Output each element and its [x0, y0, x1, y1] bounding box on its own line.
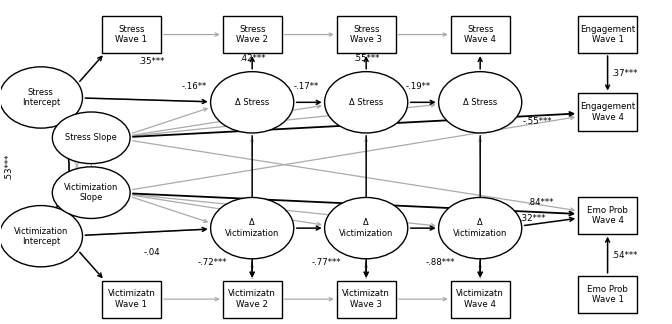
Ellipse shape — [52, 167, 130, 218]
Text: Victimization
Intercept: Victimization Intercept — [13, 226, 68, 246]
Text: -.72***: -.72*** — [197, 258, 226, 267]
Text: Victimization
Slope: Victimization Slope — [64, 183, 118, 202]
Text: Stress
Wave 4: Stress Wave 4 — [464, 25, 496, 44]
Text: .32***: .32*** — [519, 214, 545, 223]
Ellipse shape — [0, 205, 83, 267]
Ellipse shape — [210, 198, 294, 259]
FancyBboxPatch shape — [451, 281, 509, 318]
Text: .55***: .55*** — [353, 54, 380, 63]
Text: Stress
Wave 2: Stress Wave 2 — [236, 25, 268, 44]
FancyBboxPatch shape — [337, 281, 396, 318]
Ellipse shape — [325, 198, 408, 259]
FancyBboxPatch shape — [578, 93, 637, 131]
FancyBboxPatch shape — [578, 16, 637, 53]
FancyBboxPatch shape — [102, 281, 161, 318]
Text: Victimizatn
Wave 3: Victimizatn Wave 3 — [342, 289, 390, 309]
Text: -.17**: -.17** — [293, 82, 319, 91]
Text: -.19**: -.19** — [405, 82, 430, 91]
Text: Δ Stress: Δ Stress — [463, 98, 497, 107]
Text: Δ Stress: Δ Stress — [349, 98, 383, 107]
Text: .53***: .53*** — [4, 154, 13, 180]
Text: .37***: .37*** — [611, 69, 638, 78]
Text: Stress Slope: Stress Slope — [65, 133, 117, 142]
FancyBboxPatch shape — [337, 16, 396, 53]
FancyBboxPatch shape — [222, 281, 282, 318]
Text: Stress
Wave 3: Stress Wave 3 — [350, 25, 382, 44]
Text: Emo Prob
Wave 1: Emo Prob Wave 1 — [587, 284, 628, 304]
Text: Δ
Victimization: Δ Victimization — [453, 218, 507, 238]
FancyBboxPatch shape — [102, 16, 161, 53]
Text: Δ
Victimization: Δ Victimization — [225, 218, 280, 238]
Ellipse shape — [0, 67, 83, 128]
Text: Emo Prob
Wave 4: Emo Prob Wave 4 — [587, 205, 628, 225]
Text: Victimizatn
Wave 2: Victimizatn Wave 2 — [228, 289, 276, 309]
Text: .42***: .42*** — [239, 54, 265, 63]
Text: .84***: .84*** — [528, 198, 554, 207]
FancyBboxPatch shape — [578, 276, 637, 313]
Text: Stress
Wave 1: Stress Wave 1 — [116, 25, 147, 44]
Ellipse shape — [439, 198, 521, 259]
Ellipse shape — [439, 72, 521, 133]
FancyBboxPatch shape — [578, 197, 637, 234]
Text: -.16**: -.16** — [181, 82, 206, 91]
FancyBboxPatch shape — [222, 16, 282, 53]
Text: Victimizatn
Wave 1: Victimizatn Wave 1 — [108, 289, 155, 309]
Text: -.88***: -.88*** — [425, 258, 455, 267]
Text: .35***: .35*** — [138, 57, 165, 66]
Text: Stress
Intercept: Stress Intercept — [22, 88, 60, 107]
Ellipse shape — [52, 112, 130, 164]
FancyBboxPatch shape — [451, 16, 509, 53]
Text: Engagement
Wave 1: Engagement Wave 1 — [580, 25, 635, 44]
Ellipse shape — [210, 72, 294, 133]
Text: -.04: -.04 — [143, 248, 160, 257]
Text: .54***: .54*** — [611, 251, 638, 260]
Text: Victimizatn
Wave 4: Victimizatn Wave 4 — [456, 289, 504, 309]
Text: Engagement
Wave 4: Engagement Wave 4 — [580, 102, 635, 122]
Text: -.77***: -.77*** — [311, 258, 341, 267]
Text: Δ
Victimization: Δ Victimization — [339, 218, 393, 238]
Ellipse shape — [325, 72, 408, 133]
Text: -.55***: -.55*** — [522, 117, 552, 126]
Text: Δ Stress: Δ Stress — [235, 98, 269, 107]
